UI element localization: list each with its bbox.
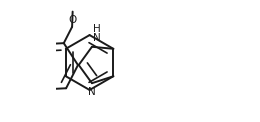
Text: N: N — [88, 87, 96, 97]
Text: H
N: H N — [93, 24, 100, 43]
Text: O: O — [69, 15, 77, 25]
